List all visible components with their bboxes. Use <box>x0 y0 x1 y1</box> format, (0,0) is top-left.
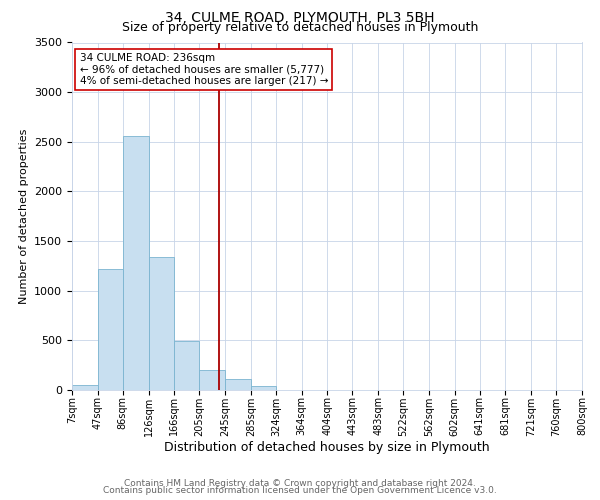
Bar <box>149 257 174 390</box>
Bar <box>225 378 251 390</box>
Y-axis label: Number of detached properties: Number of detached properties <box>19 128 29 304</box>
Text: 34 CULME ROAD: 236sqm
← 96% of detached houses are smaller (5,777)
4% of semi-de: 34 CULME ROAD: 236sqm ← 96% of detached … <box>80 53 328 86</box>
X-axis label: Distribution of detached houses by size in Plymouth: Distribution of detached houses by size … <box>164 442 490 454</box>
Bar <box>123 136 149 390</box>
Bar <box>174 342 199 390</box>
Bar <box>98 269 123 390</box>
Text: Contains public sector information licensed under the Open Government Licence v3: Contains public sector information licen… <box>103 486 497 495</box>
Bar <box>199 370 225 390</box>
Bar <box>251 386 276 390</box>
Text: 34, CULME ROAD, PLYMOUTH, PL3 5BH: 34, CULME ROAD, PLYMOUTH, PL3 5BH <box>165 11 435 25</box>
Text: Size of property relative to detached houses in Plymouth: Size of property relative to detached ho… <box>122 22 478 35</box>
Bar <box>72 385 98 390</box>
Text: Contains HM Land Registry data © Crown copyright and database right 2024.: Contains HM Land Registry data © Crown c… <box>124 478 476 488</box>
